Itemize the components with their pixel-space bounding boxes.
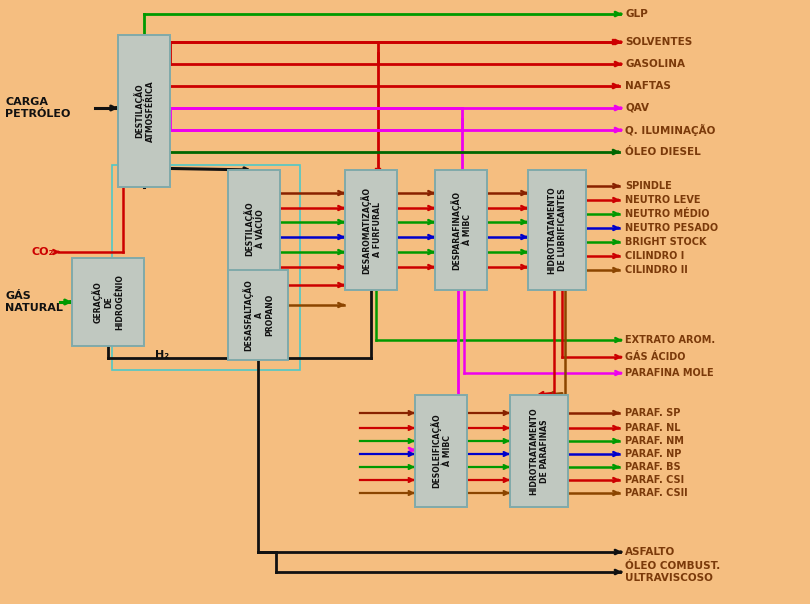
Text: ÓLEO DIESEL: ÓLEO DIESEL bbox=[625, 147, 701, 157]
Text: SPINDLE: SPINDLE bbox=[625, 181, 671, 191]
Text: HIDROTRATAMENTO
DE PARAFINAS: HIDROTRATAMENTO DE PARAFINAS bbox=[529, 407, 548, 495]
Text: EXTRATO AROM.: EXTRATO AROM. bbox=[625, 335, 715, 345]
Text: BRIGHT STOCK: BRIGHT STOCK bbox=[625, 237, 706, 247]
FancyBboxPatch shape bbox=[228, 270, 288, 360]
Text: HIDROTRATAMENTO
DE LUBRIFICANTES: HIDROTRATAMENTO DE LUBRIFICANTES bbox=[548, 186, 567, 274]
Text: QAV: QAV bbox=[625, 103, 649, 113]
Text: GERAÇÃO
DE
HIDROGÊNIO: GERAÇÃO DE HIDROGÊNIO bbox=[92, 274, 124, 330]
FancyBboxPatch shape bbox=[528, 170, 586, 290]
Text: PARAF. NL: PARAF. NL bbox=[625, 423, 680, 433]
Text: GÁS
NATURAL: GÁS NATURAL bbox=[5, 291, 63, 313]
Text: PARAF. SP: PARAF. SP bbox=[625, 408, 680, 418]
Text: DESTILAÇÃO
ATMOSFÉRICA: DESTILAÇÃO ATMOSFÉRICA bbox=[134, 80, 155, 142]
Text: CARGA
PETRÓLEO: CARGA PETRÓLEO bbox=[5, 97, 70, 119]
Text: CILINDRO II: CILINDRO II bbox=[625, 265, 688, 275]
FancyBboxPatch shape bbox=[345, 170, 397, 290]
FancyBboxPatch shape bbox=[72, 258, 144, 346]
Text: PARAFINA MOLE: PARAFINA MOLE bbox=[625, 368, 714, 378]
Text: GASOLINA: GASOLINA bbox=[625, 59, 685, 69]
Text: DESASFALTAÇÃO
A
PROPANO: DESASFALTAÇÃO A PROPANO bbox=[242, 279, 274, 351]
Text: GÁS ÁCIDO: GÁS ÁCIDO bbox=[625, 352, 685, 362]
Text: PARAF. CSI: PARAF. CSI bbox=[625, 475, 684, 485]
Text: NEUTRO MÉDIO: NEUTRO MÉDIO bbox=[625, 209, 710, 219]
Text: CILINDRO I: CILINDRO I bbox=[625, 251, 684, 261]
Text: Q. ILUMINAÇÃO: Q. ILUMINAÇÃO bbox=[625, 124, 715, 136]
Text: NEUTRO PESADO: NEUTRO PESADO bbox=[625, 223, 718, 233]
Text: GLP: GLP bbox=[625, 9, 648, 19]
Text: DESTILAÇÃO
À VÁCUO: DESTILAÇÃO À VÁCUO bbox=[243, 202, 265, 256]
Text: NAFTAS: NAFTAS bbox=[625, 81, 671, 91]
Text: DESAROMATIZAÇÃO
A FURFURAL: DESAROMATIZAÇÃO A FURFURAL bbox=[360, 187, 382, 274]
Text: DESPARAFINAÇÃO
À MIBC: DESPARAFINAÇÃO À MIBC bbox=[450, 190, 471, 269]
Text: NEUTRO LEVE: NEUTRO LEVE bbox=[625, 195, 701, 205]
Text: ASFALTO: ASFALTO bbox=[625, 547, 676, 557]
Text: CO₂: CO₂ bbox=[32, 247, 54, 257]
Text: H₂: H₂ bbox=[155, 350, 169, 360]
FancyBboxPatch shape bbox=[118, 35, 170, 187]
Text: PARAF. NM: PARAF. NM bbox=[625, 436, 684, 446]
FancyBboxPatch shape bbox=[510, 395, 568, 507]
FancyBboxPatch shape bbox=[435, 170, 487, 290]
Text: ÓLEO COMBUST.
ULTRAVISCOSO: ÓLEO COMBUST. ULTRAVISCOSO bbox=[625, 561, 720, 583]
Text: DESOLEIFICAÇÃO
À MIBC: DESOLEIFICAÇÃO À MIBC bbox=[430, 414, 452, 488]
FancyBboxPatch shape bbox=[228, 170, 280, 288]
Text: PARAF. CSII: PARAF. CSII bbox=[625, 488, 688, 498]
Text: PARAF. NP: PARAF. NP bbox=[625, 449, 681, 459]
Text: PARAF. BS: PARAF. BS bbox=[625, 462, 680, 472]
Text: SOLVENTES: SOLVENTES bbox=[625, 37, 693, 47]
FancyBboxPatch shape bbox=[415, 395, 467, 507]
